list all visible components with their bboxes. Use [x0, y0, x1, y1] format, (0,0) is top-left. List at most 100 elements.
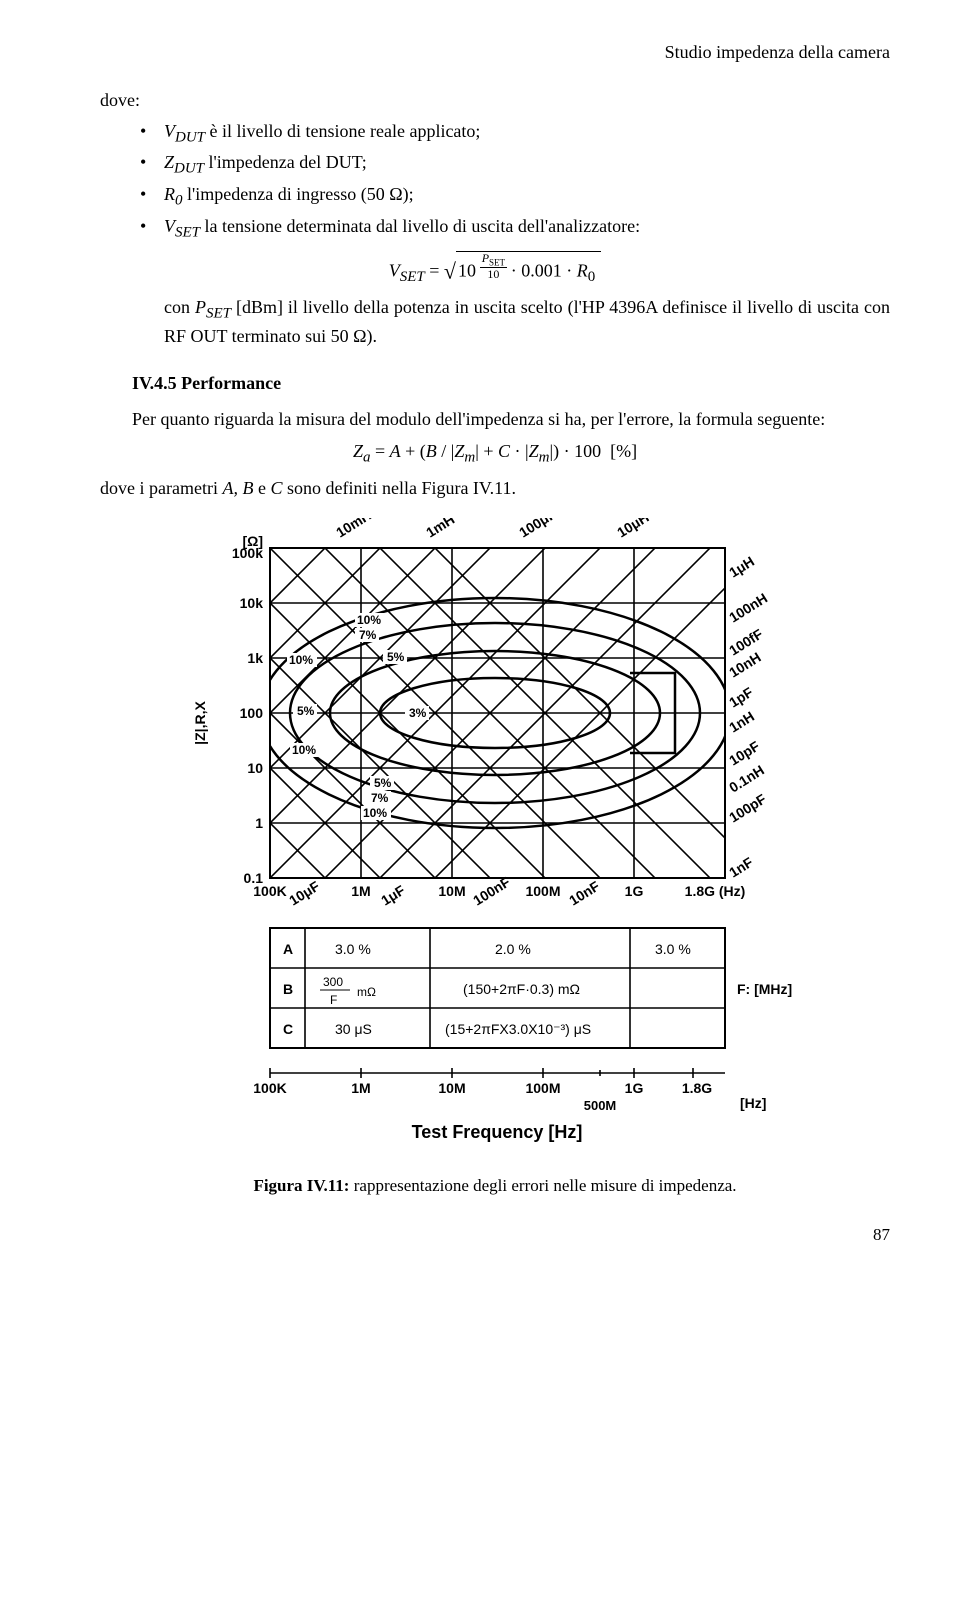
page-number: 87 — [100, 1224, 890, 1247]
svg-text:7%: 7% — [359, 628, 377, 642]
svg-text:1M: 1M — [351, 883, 370, 899]
running-header: Studio impedenza della camera — [100, 40, 890, 64]
svg-text:(150+2πF·0.3) mΩ: (150+2πF·0.3) mΩ — [463, 981, 580, 997]
formula-za: Za = A + (B / |Zm| + C · |Zm|) · 100 [%] — [100, 439, 890, 468]
svg-text:100K: 100K — [253, 1080, 286, 1096]
svg-text:10μF: 10μF — [286, 878, 323, 909]
svg-text:1pF: 1pF — [726, 684, 756, 711]
dove-label: dove: — [100, 88, 890, 112]
var-sub: DUT — [175, 129, 205, 145]
svg-text:Test Frequency [Hz]: Test Frequency [Hz] — [412, 1122, 583, 1142]
svg-text:10mH: 10mH — [333, 518, 374, 541]
pset-description: con PSET [dBm] il livello della potenza … — [164, 295, 890, 348]
svg-text:(15+2πFX3.0X10⁻³) μS: (15+2πFX3.0X10⁻³) μS — [445, 1021, 591, 1037]
svg-text:1k: 1k — [247, 650, 263, 666]
list-text: è il livello di tensione reale applicato… — [205, 121, 480, 141]
svg-text:1.8G: 1.8G — [682, 1080, 712, 1096]
svg-text:3.0 %: 3.0 % — [335, 941, 371, 957]
var-sub: 0 — [175, 193, 183, 209]
formula-r: R — [577, 261, 588, 281]
para3-ab: A, B — [222, 478, 253, 498]
svg-text:5%: 5% — [374, 776, 392, 790]
svg-text:100pF: 100pF — [726, 791, 769, 826]
caption-label: Figura IV.11: — [253, 1176, 349, 1195]
figure-iv-11: 10% 7% 10% 5% 5% 3% 10% 5% 7% 10% [Ω] 10… — [100, 518, 890, 1154]
svg-text:10nF: 10nF — [566, 878, 603, 909]
svg-text:1mH: 1mH — [423, 518, 457, 541]
formula-eq: = — [429, 261, 444, 281]
svg-text:100K: 100K — [253, 883, 286, 899]
list-item: VDUT è il livello di tensione reale appl… — [140, 119, 890, 148]
svg-text:10M: 10M — [438, 1080, 465, 1096]
section-heading: IV.4.5 Performance — [132, 371, 890, 395]
para3-post: sono definiti nella Figura IV.11. — [282, 478, 515, 498]
svg-text:|Z|,R,X: |Z|,R,X — [192, 701, 208, 745]
svg-text:5%: 5% — [387, 650, 405, 664]
svg-text:1μH: 1μH — [726, 553, 757, 581]
para3-and: e — [253, 478, 270, 498]
svg-text:C: C — [283, 1021, 293, 1037]
svg-text:7%: 7% — [371, 791, 389, 805]
svg-text:F: F — [330, 993, 337, 1007]
desc-var-p: P — [195, 297, 206, 317]
svg-text:100nH: 100nH — [726, 590, 770, 626]
list-item: R0 l'impedenza di ingresso (50 Ω); — [140, 182, 890, 211]
svg-text:1.8G (Hz): 1.8G (Hz) — [685, 883, 746, 899]
var-z: Z — [164, 152, 174, 172]
var-v: V — [164, 121, 175, 141]
svg-text:1μF: 1μF — [378, 882, 408, 909]
svg-text:500M: 500M — [584, 1098, 617, 1113]
svg-text:1nH: 1nH — [726, 708, 757, 736]
svg-text:5%: 5% — [297, 704, 315, 718]
formula-r-sub: 0 — [588, 269, 596, 285]
svg-text:100: 100 — [240, 705, 264, 721]
formula-vset: VSET = √ 10 PSET 10 · 0.001 · R0 — [100, 251, 890, 287]
formula-base: 10 — [458, 261, 476, 281]
svg-text:1G: 1G — [625, 1080, 644, 1096]
desc-pre: con — [164, 297, 195, 317]
svg-text:10M: 10M — [438, 883, 465, 899]
svg-text:3.0 %: 3.0 % — [655, 941, 691, 957]
svg-text:100μH: 100μH — [516, 518, 560, 541]
svg-text:[Hz]: [Hz] — [740, 1095, 766, 1111]
params-para: dove i parametri A, B e C sono definiti … — [100, 476, 890, 500]
sqrt-sign-icon: √ — [444, 259, 456, 284]
formula-exponent-frac: PSET 10 — [480, 252, 507, 280]
svg-text:10%: 10% — [357, 613, 381, 627]
svg-text:1nF: 1nF — [726, 854, 756, 881]
var-sub: SET — [175, 225, 200, 241]
svg-text:100M: 100M — [525, 1080, 560, 1096]
svg-text:3%: 3% — [409, 706, 427, 720]
definition-list: VDUT è il livello di tensione reale appl… — [140, 119, 890, 243]
svg-text:10%: 10% — [292, 743, 316, 757]
desc-var-sub: SET — [206, 306, 231, 322]
svg-text:10k: 10k — [240, 595, 264, 611]
svg-text:100k: 100k — [232, 545, 263, 561]
formula-sub: SET — [400, 269, 425, 285]
frac-den: 10 — [480, 268, 507, 280]
svg-text:A: A — [283, 941, 293, 957]
svg-text:300: 300 — [323, 975, 343, 989]
svg-text:1M: 1M — [351, 1080, 370, 1096]
svg-text:100M: 100M — [525, 883, 560, 899]
impedance-chart-svg: 10% 7% 10% 5% 5% 3% 10% 5% 7% 10% [Ω] 10… — [175, 518, 815, 1148]
list-item: ZDUT l'impedenza del DUT; — [140, 150, 890, 179]
performance-para: Per quanto riguarda la misura del modulo… — [100, 407, 890, 431]
sqrt-body: 10 PSET 10 · 0.001 · R0 — [456, 251, 601, 287]
para3-pre: dove i parametri — [100, 478, 222, 498]
list-text: l'impedenza del DUT; — [204, 152, 367, 172]
list-text: la tensione determinata dal livello di u… — [200, 216, 640, 236]
desc-post: [dBm] il livello della potenza in uscita… — [164, 297, 890, 346]
var-r: R — [164, 184, 175, 204]
frac-num: P — [482, 251, 489, 265]
svg-text:1: 1 — [255, 815, 263, 831]
formula-mid: · 0.001 · — [511, 261, 577, 281]
svg-text:B: B — [283, 981, 293, 997]
svg-text:F: [MHz]: F: [MHz] — [737, 981, 792, 997]
var-vset: V — [164, 216, 175, 236]
svg-text:10μH: 10μH — [614, 518, 652, 541]
svg-text:mΩ: mΩ — [357, 985, 376, 999]
svg-text:10%: 10% — [289, 653, 313, 667]
svg-text:2.0 %: 2.0 % — [495, 941, 531, 957]
figure-caption: Figura IV.11: rappresentazione degli err… — [100, 1175, 890, 1198]
